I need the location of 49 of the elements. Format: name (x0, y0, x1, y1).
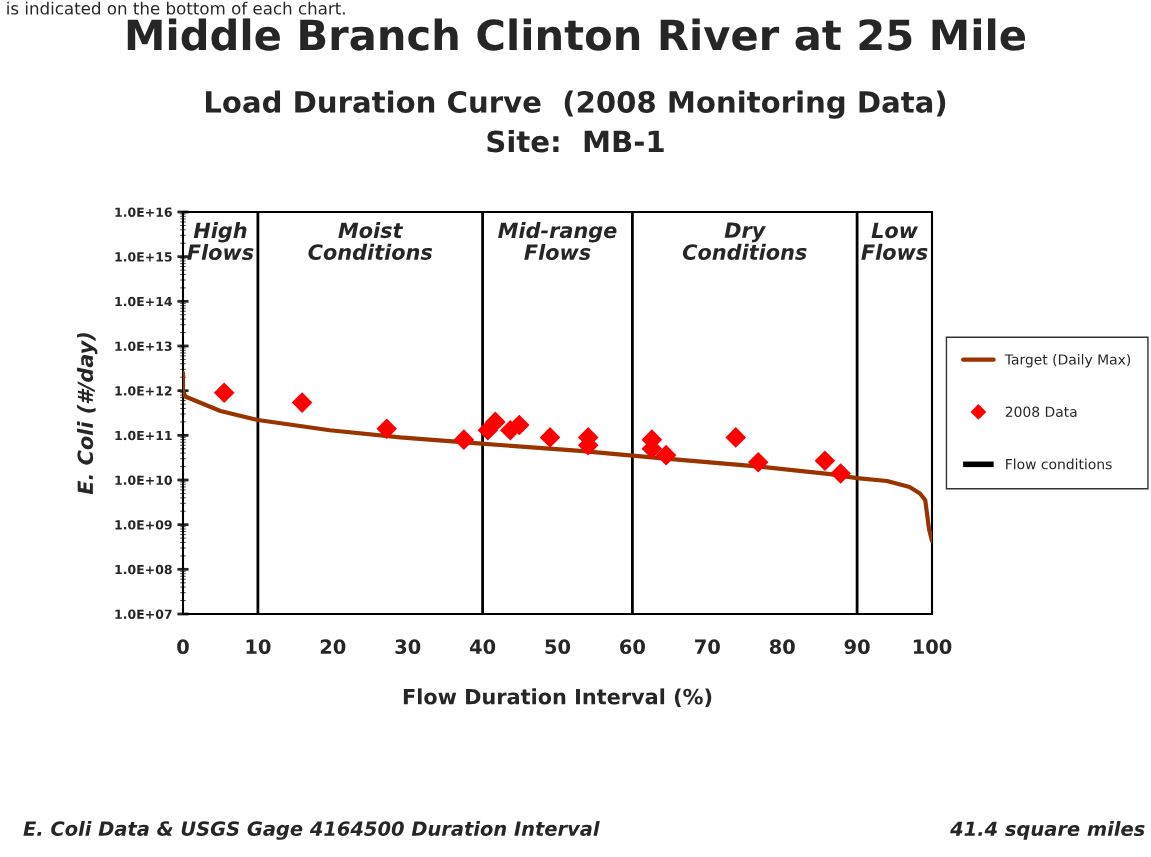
y-axis-title: E. Coli (#/day) (77, 333, 98, 495)
point (725, 427, 747, 448)
x-axis-title: Flow Duration Interval (%) (403, 688, 712, 707)
point (453, 429, 475, 450)
legend-label: Target (Daily Max) (1004, 353, 1131, 368)
x-tick-label: 80 (769, 639, 795, 655)
x-tick-label: 50 (545, 639, 571, 655)
point (655, 444, 677, 466)
annotation: Mid-range Flows (498, 222, 617, 261)
point (814, 450, 836, 472)
line-series (183, 370, 932, 544)
x-tick-label: 0 (177, 639, 189, 655)
point (539, 427, 561, 448)
point (509, 414, 530, 436)
annotation: Dry Conditions (682, 222, 807, 260)
text: is indicated on the bottom of each chart. (7, 1, 345, 15)
point (376, 418, 398, 440)
x-tick-label: 100 (913, 639, 952, 655)
x-tick-label: 20 (320, 639, 346, 655)
annotation: High Flows (187, 222, 254, 261)
chart-title: Middle Branch Clinton River at 25 Mile (127, 18, 1026, 51)
annotation: Moist Conditions (308, 222, 433, 260)
text: 41.4 square miles (950, 821, 1145, 840)
chart-subtitle: Load Duration Curve (2008 Monitoring Data) Site: MB-1 (205, 90, 946, 153)
y-tick-label: 1.0E+16 (115, 207, 172, 217)
point (485, 411, 506, 433)
y-tick-label: 1.0E+13 (115, 341, 172, 351)
y-tick-label: 1.0E+08 (115, 564, 172, 575)
x-tick-label: 70 (695, 639, 720, 655)
y-tick-label: 1.0E+11 (115, 430, 172, 441)
y-tick-label: 1.0E+07 (115, 609, 172, 619)
y-tick-label: 1.0E+12 (115, 386, 172, 396)
x-tick-label: 90 (844, 639, 870, 655)
point (830, 463, 851, 484)
y-tick-label: 1.0E+15 (115, 252, 172, 262)
x-tick-label: 10 (246, 639, 271, 655)
legend-label: 2008 Data (1005, 406, 1077, 418)
x-tick-label: 40 (469, 639, 496, 655)
point (291, 392, 313, 413)
text: Flow conditions (1006, 458, 1112, 470)
x-tick-label: 60 (620, 639, 645, 655)
y-tick-label: 1.0E+09 (115, 520, 172, 530)
point (213, 382, 235, 404)
annotation: Low Flows (861, 222, 928, 260)
x-tick-label: 30 (395, 639, 421, 655)
text: E. Coli Data & USGS Gage 4164500 Duration Interval (23, 820, 600, 840)
y-tick-label: 1.0E+14 (115, 296, 173, 307)
point (747, 451, 769, 473)
y-tick-label: 1.0E+10 (115, 475, 172, 485)
